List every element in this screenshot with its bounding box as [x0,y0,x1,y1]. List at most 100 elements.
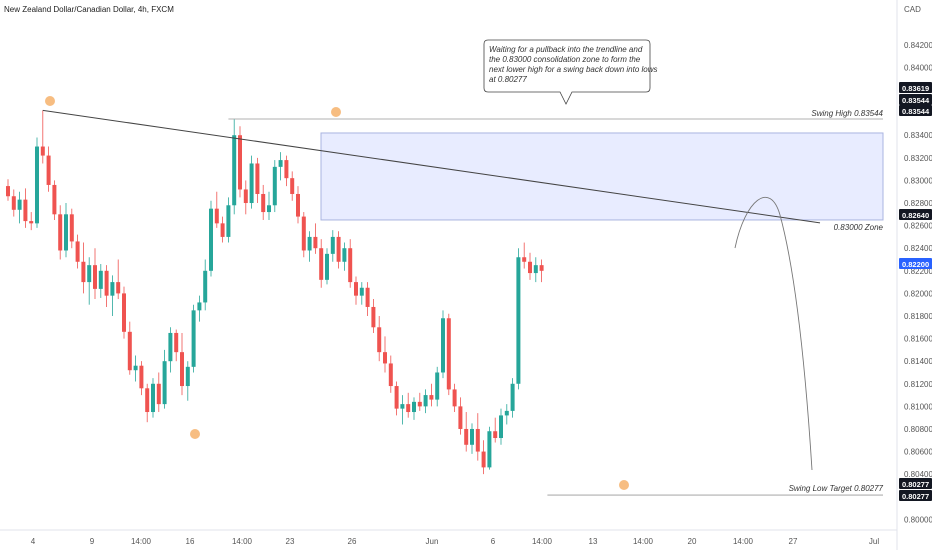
price-tick-label: 0.83400 [904,131,932,140]
candles [6,110,544,475]
candle-body [139,365,144,389]
candle-body [127,331,132,371]
price-badge [899,490,932,501]
price-tick-label: 0.81800 [904,312,932,321]
candle-body [475,428,480,452]
candle-body [267,205,271,213]
time-tick-label: 26 [348,537,357,546]
candle-body [400,404,405,409]
time-tick-label: 20 [688,537,697,546]
candle-body [133,365,138,371]
candle-body [168,332,173,362]
candle-body [35,146,39,224]
price-tick-label: 0.81200 [904,380,932,389]
time-tick-label: 14:00 [232,537,253,546]
candle-body [522,257,527,262]
candle-body [348,248,353,283]
candle-body [98,270,103,289]
candle-body [412,401,416,413]
candle-body [533,265,538,274]
price-badge-label: 0.83544 [902,96,930,105]
candle-body [156,383,161,405]
candle-body [122,293,126,332]
candle-body [75,241,80,262]
candle-body [214,208,219,224]
candle-body [510,383,515,411]
candle-body [52,184,57,215]
zone-label: 0.83000 Zone [834,223,884,232]
candle-body [423,395,428,407]
candle-body [185,366,190,387]
price-tick-label: 0.82400 [904,244,932,253]
candle-body [69,214,74,242]
candle-body [151,383,155,413]
candle-body [110,282,115,296]
candle-body [232,135,237,206]
candle-body [336,236,341,262]
trendline [42,109,821,224]
candle-body [104,270,109,296]
candle-body [383,352,387,364]
price-badge-label: 0.83544 [902,107,930,116]
candle-body [40,146,45,156]
candle-body [446,318,451,390]
candle-body [417,401,422,407]
candle-body [46,155,51,185]
time-tick-label: 14:00 [733,537,754,546]
candle-body [296,193,300,217]
candle-body [359,287,364,296]
price-tick-label: 0.81400 [904,357,932,366]
candle-body [6,186,10,197]
candle-body [174,332,179,353]
candle-body [203,270,208,303]
time-tick-label: Jul [869,537,879,546]
candle-body [377,327,382,353]
annotation-line: at 0.80277 [489,75,527,84]
candle-body [116,282,121,294]
swing-low-label: Swing Low Target 0.80277 [789,484,884,493]
price-badge-label: 0.83619 [902,84,929,93]
candle-body [93,265,97,289]
candle-body [29,221,34,224]
price-badge [899,258,932,269]
candle-body [243,189,248,204]
price-badge-label: 0.80277 [902,492,929,501]
price-tick-label: 0.82600 [904,222,932,231]
annotation-text: Waiting for a pullback into the trendlin… [489,45,658,84]
candle-body [394,386,399,409]
chart-title: New Zealand Dollar/Canadian Dollar, 4h, … [4,5,174,14]
candle-body [272,166,277,206]
candle-body [493,431,498,439]
price-tick-label: 0.83200 [904,154,932,163]
candle-body [180,352,184,387]
candle-body [499,415,503,439]
price-tick-label: 0.81600 [904,335,932,344]
price-badge [899,94,932,105]
candle-body [81,261,86,283]
candle-body [458,406,463,429]
candle-body [325,253,329,280]
price-tick-label: 0.80000 [904,515,932,524]
candle-body [441,318,445,373]
candle-body [452,389,457,407]
time-axis: 4 9 14:00 16 14:00 23 26 Jun 6 14:00 13 14:00 20 14:0… [31,537,880,546]
candle-body [330,236,335,254]
candle-body [487,431,492,468]
candle-body [284,160,289,179]
candle-body [17,199,22,210]
candle-body [23,199,28,222]
candle-body [64,214,68,251]
candle-body [406,404,411,413]
candle-body [539,265,544,271]
swing-high-label: Swing High 0.83544 [811,109,883,118]
consolidation-zone [320,132,884,221]
price-badge [899,478,932,489]
currency-label: CAD [904,5,921,14]
candle-body [470,428,474,445]
time-tick-label: Jun [426,537,439,546]
candle-body [388,363,393,387]
annotation-callout: Waiting for a pullback into the trendlin… [483,39,658,105]
candle-body [301,216,306,251]
price-tick-label: 0.82000 [904,289,932,298]
